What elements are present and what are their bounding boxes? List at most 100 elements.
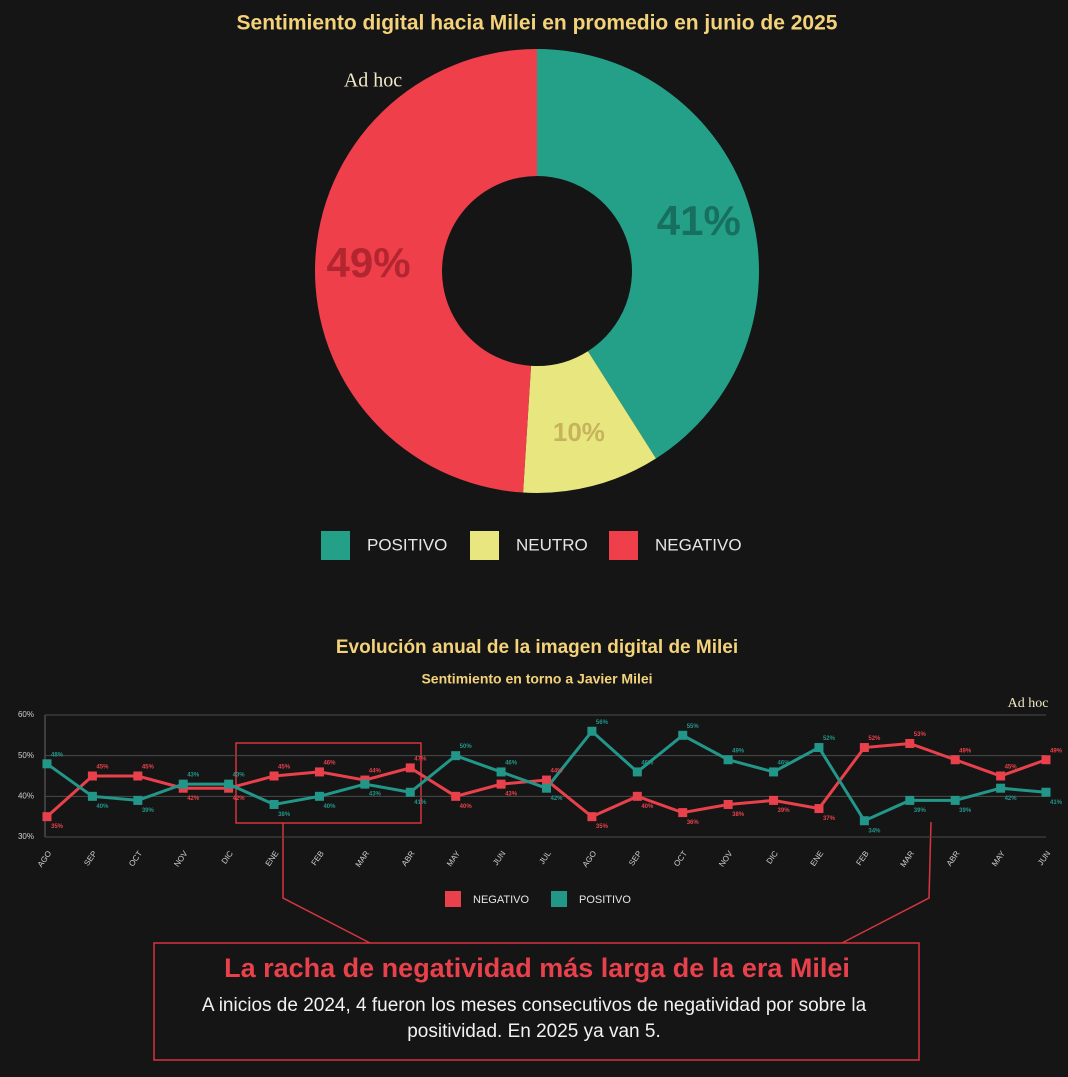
point (1041, 787, 1051, 797)
data-label: 49% (959, 748, 972, 754)
value-label: 10% (553, 417, 605, 447)
y-tick-label: 60% (18, 710, 34, 719)
legend-swatch (321, 531, 350, 560)
data-label: 43% (233, 773, 246, 779)
point (42, 812, 52, 822)
data-label: 52% (868, 736, 881, 742)
data-label: 46% (323, 761, 336, 767)
point (542, 783, 551, 793)
line-subtitle: Sentimiento en torno a Javier Milei (421, 671, 652, 687)
point (87, 771, 97, 781)
data-label: 49% (732, 748, 745, 754)
point (632, 767, 642, 777)
point (224, 779, 234, 789)
x-tick-label: NOV (172, 849, 190, 869)
data-label: 39% (959, 808, 972, 814)
data-label: 34% (868, 828, 881, 834)
point (133, 795, 143, 805)
data-label: 46% (505, 761, 518, 767)
data-label: 40% (460, 804, 473, 810)
point (496, 767, 506, 777)
x-tick-label: DIC (765, 849, 780, 866)
pie-slice (537, 49, 760, 459)
data-label: 43% (369, 792, 382, 798)
data-label: 39% (142, 808, 155, 814)
connector (841, 821, 932, 944)
x-tick-label: MAR (899, 849, 917, 869)
data-label: 45% (1005, 765, 1018, 771)
data-label: 39% (778, 808, 791, 814)
point (769, 767, 779, 777)
y-tick-label: 40% (18, 791, 34, 800)
pie-title: Sentimiento digital hacia Milei en prome… (237, 12, 838, 35)
data-label: 43% (187, 773, 200, 779)
data-label: 41% (1050, 800, 1063, 806)
data-label: 38% (732, 812, 745, 818)
data-label: 40% (641, 804, 654, 810)
point (1041, 755, 1051, 765)
x-tick-label: JUL (537, 849, 553, 866)
point (996, 771, 1006, 781)
y-tick-label: 30% (18, 832, 34, 841)
point (769, 795, 779, 805)
legend-swatch (445, 891, 461, 907)
legend-swatch (470, 531, 499, 560)
legend-label: NEUTRO (516, 535, 588, 554)
legend-swatch (609, 531, 638, 560)
data-label: 50% (460, 744, 473, 750)
pie-slice (315, 49, 537, 493)
x-tick-label: DIC (220, 849, 235, 866)
point (723, 755, 733, 765)
point (269, 799, 279, 809)
x-tick-label: SEP (627, 849, 644, 867)
legend-label: NEGATIVO (473, 894, 529, 906)
data-label: 35% (51, 824, 64, 830)
data-label: 44% (369, 769, 382, 775)
data-label: 45% (278, 765, 291, 771)
point (859, 743, 869, 753)
x-tick-label: OCT (127, 849, 144, 868)
data-label: 39% (914, 808, 927, 814)
point (814, 804, 824, 814)
highlight-box (235, 742, 422, 824)
x-tick-label: AGO (36, 849, 54, 869)
data-label: 42% (551, 796, 564, 802)
data-label: 42% (187, 796, 200, 802)
x-tick-label: ENE (264, 849, 281, 868)
data-label: 37% (823, 816, 836, 822)
point (996, 783, 1006, 793)
point (451, 791, 461, 801)
data-label: 45% (142, 765, 155, 771)
data-label: 40% (96, 804, 109, 810)
x-tick-label: SEP (82, 849, 99, 867)
data-label: 46% (641, 761, 654, 767)
point (950, 755, 960, 765)
data-label: 35% (596, 824, 609, 830)
point (405, 763, 415, 773)
value-label: 41% (657, 197, 741, 244)
point (360, 779, 370, 789)
point (405, 787, 415, 797)
point (587, 726, 597, 736)
point (178, 779, 188, 789)
data-label: 47% (414, 756, 427, 762)
x-tick-label: ABR (400, 849, 417, 868)
data-label: 49% (1050, 748, 1063, 754)
point (678, 808, 688, 818)
point (542, 775, 551, 785)
x-tick-label: JUN (491, 849, 507, 867)
point (905, 795, 915, 805)
point (723, 799, 733, 809)
legend-swatch (551, 891, 567, 907)
point (859, 816, 869, 826)
x-tick-label: MAR (354, 849, 372, 869)
x-tick-label: JUN (1036, 849, 1052, 867)
callout-title: La racha de negatividad más larga de la … (224, 953, 850, 983)
data-label: 36% (687, 820, 700, 826)
legend-label: POSITIVO (367, 535, 447, 554)
data-label: 42% (1005, 796, 1018, 802)
data-label: 53% (914, 732, 927, 738)
data-label: 46% (778, 761, 791, 767)
